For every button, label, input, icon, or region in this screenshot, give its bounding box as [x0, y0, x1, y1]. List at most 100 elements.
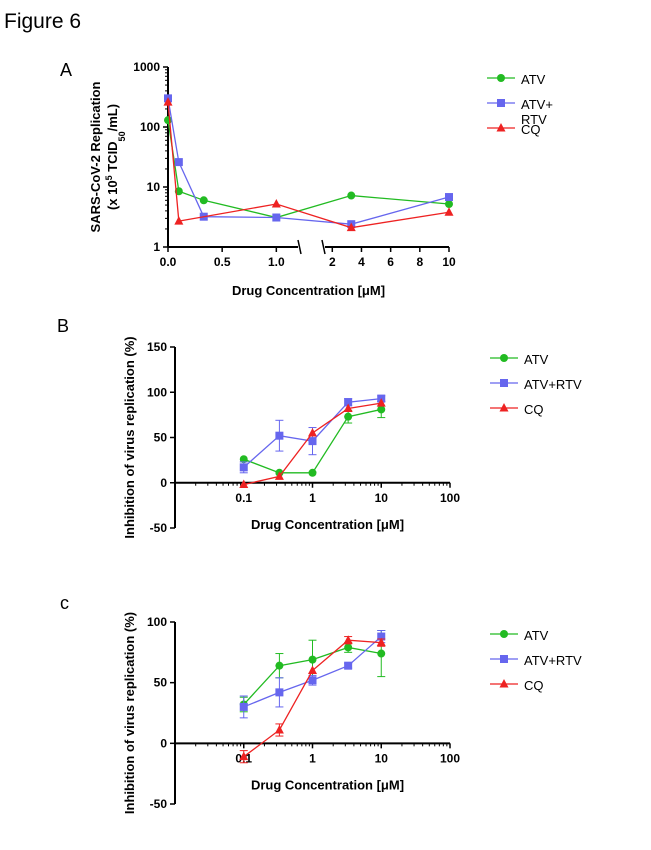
- y-tick-label: 100: [140, 120, 160, 134]
- y-tick-label: 50: [154, 431, 168, 445]
- data-point-cq: [163, 97, 173, 106]
- x-tick-label: 0.0: [160, 255, 177, 269]
- data-point-atv-rtv: [308, 437, 317, 446]
- data-point-cq: [274, 724, 284, 734]
- data-point-atv-rtv: [275, 688, 284, 697]
- x-tick-label: 6: [387, 255, 394, 269]
- data-point-cq: [308, 427, 317, 437]
- data-point-atv: [308, 468, 317, 477]
- x-tick-label: 4: [358, 255, 365, 269]
- x-tick-label: 2: [329, 255, 336, 269]
- data-point-cq: [346, 222, 356, 232]
- legend-label-atv-rtv: ATV+ RTV: [521, 97, 553, 127]
- data-point-cq: [343, 635, 353, 644]
- legend-label-atv: ATV: [524, 628, 549, 643]
- x-tick-label: 0.1: [235, 491, 252, 505]
- y-tick-label: 1: [153, 240, 160, 254]
- y-axis-title-line-2: (x 105 TCID50/mL): [104, 104, 127, 210]
- data-point-atv-rtv: [344, 398, 353, 407]
- data-point-cq: [274, 471, 284, 480]
- y-tick-label: 100: [147, 615, 167, 629]
- data-point-atv: [347, 191, 356, 200]
- x-axis-title: Drug Concentration [μM]: [251, 517, 404, 532]
- x-axis-break-mark-1: [297, 239, 302, 255]
- data-point-atv-rtv: [174, 158, 183, 167]
- data-point-atv: [445, 200, 453, 209]
- legend-marker-atv: [490, 630, 518, 638]
- x-tick-label: 0.5: [214, 255, 231, 269]
- data-point-cq: [239, 751, 249, 761]
- data-point-cq: [271, 199, 281, 208]
- legend-marker-atv-rtv: [490, 379, 518, 387]
- data-point-atv: [377, 649, 386, 658]
- data-point-cq: [308, 665, 317, 675]
- y-tick-label: 0: [160, 476, 167, 490]
- x-tick-label: 100: [440, 491, 460, 505]
- x-tick-label: 10: [442, 255, 456, 269]
- panel-c-label: c: [60, 593, 69, 613]
- data-point-cq: [376, 398, 386, 407]
- x-tick-label: 1.0: [268, 255, 285, 269]
- legend-marker-atv-rtv: [490, 655, 518, 663]
- data-point-atv-rtv: [272, 213, 281, 222]
- data-point-atv-rtv: [377, 632, 386, 641]
- legend-label-atv-rtv: ATV+RTV: [524, 377, 582, 392]
- legend-label-cq: CQ: [524, 678, 544, 693]
- y-tick-label: -50: [150, 521, 168, 535]
- data-point-atv-rtv: [344, 661, 353, 670]
- data-point-atv-rtv: [275, 431, 284, 440]
- y-tick-label: 1000: [133, 60, 160, 74]
- y-tick-label: 50: [154, 676, 168, 690]
- data-point-atv: [308, 655, 317, 664]
- x-tick-label: 1: [309, 751, 316, 765]
- legend-marker-atv: [490, 354, 518, 362]
- legend-marker-cq: [490, 679, 518, 688]
- panel-b-label: B: [57, 316, 70, 336]
- y-tick-label: -50: [150, 797, 168, 811]
- data-point-atv: [199, 196, 208, 205]
- x-axis-title: Drug Concentration [μM]: [251, 777, 404, 792]
- data-point-cq: [239, 479, 249, 489]
- y-tick-label: 0: [160, 736, 167, 750]
- legend-label-atv: ATV: [521, 72, 546, 87]
- legend-marker-cq: [487, 123, 515, 132]
- x-tick-label: 8: [416, 255, 423, 269]
- legend-label-cq: CQ: [524, 402, 544, 417]
- data-point-atv: [275, 661, 284, 670]
- series-line-atv-rtv: [167, 98, 450, 225]
- legend-marker-atv-rtv: [487, 99, 515, 107]
- data-point-cq: [343, 403, 353, 413]
- panel-a-label: A: [60, 60, 73, 80]
- x-tick-label: 10: [375, 751, 389, 765]
- y-axis-title: Inhibition of virus replication (%): [122, 336, 137, 538]
- data-point-atv-rtv: [445, 193, 453, 202]
- legend-marker-cq: [490, 403, 518, 412]
- y-axis-title-line-1: SARS-CoV-2 Replication: [88, 81, 103, 232]
- series-line-atv: [167, 120, 450, 219]
- x-tick-label: 1: [309, 491, 316, 505]
- y-tick-label: 10: [147, 180, 161, 194]
- x-tick-label: 10: [375, 491, 389, 505]
- y-axis-title: Inhibition of virus replication (%): [122, 612, 137, 814]
- data-point-cq: [376, 637, 386, 647]
- figure-title: Figure 6: [4, 10, 82, 33]
- data-point-atv: [344, 643, 353, 652]
- x-axis-break-mark-2: [321, 239, 326, 255]
- chart-a: 1 10 100 1000 0.0 0.5 1.0 2 4 6 8 10 Drug Concentrat…: [88, 60, 456, 298]
- x-tick-label: 100: [440, 751, 460, 765]
- data-point-atv-rtv: [239, 463, 248, 472]
- data-point-atv: [377, 405, 386, 414]
- x-axis-title: Drug Concentration [μM]: [232, 283, 385, 298]
- chart-b: -50 0 50 100 150 0.1 1 10 100 Drug Concentration …: [122, 336, 460, 538]
- legend-marker-atv: [487, 74, 515, 82]
- legend-label-atv: ATV: [524, 352, 549, 367]
- y-tick-label: 100: [147, 385, 167, 399]
- data-point-atv: [239, 455, 248, 464]
- data-point-cq: [444, 207, 454, 216]
- legend-label-cq: CQ: [521, 122, 541, 137]
- data-point-atv-rtv: [308, 676, 317, 685]
- legend-label-atv-rtv: ATV+RTV: [524, 653, 582, 668]
- data-point-cq: [174, 216, 184, 225]
- data-point-atv-rtv: [239, 702, 248, 711]
